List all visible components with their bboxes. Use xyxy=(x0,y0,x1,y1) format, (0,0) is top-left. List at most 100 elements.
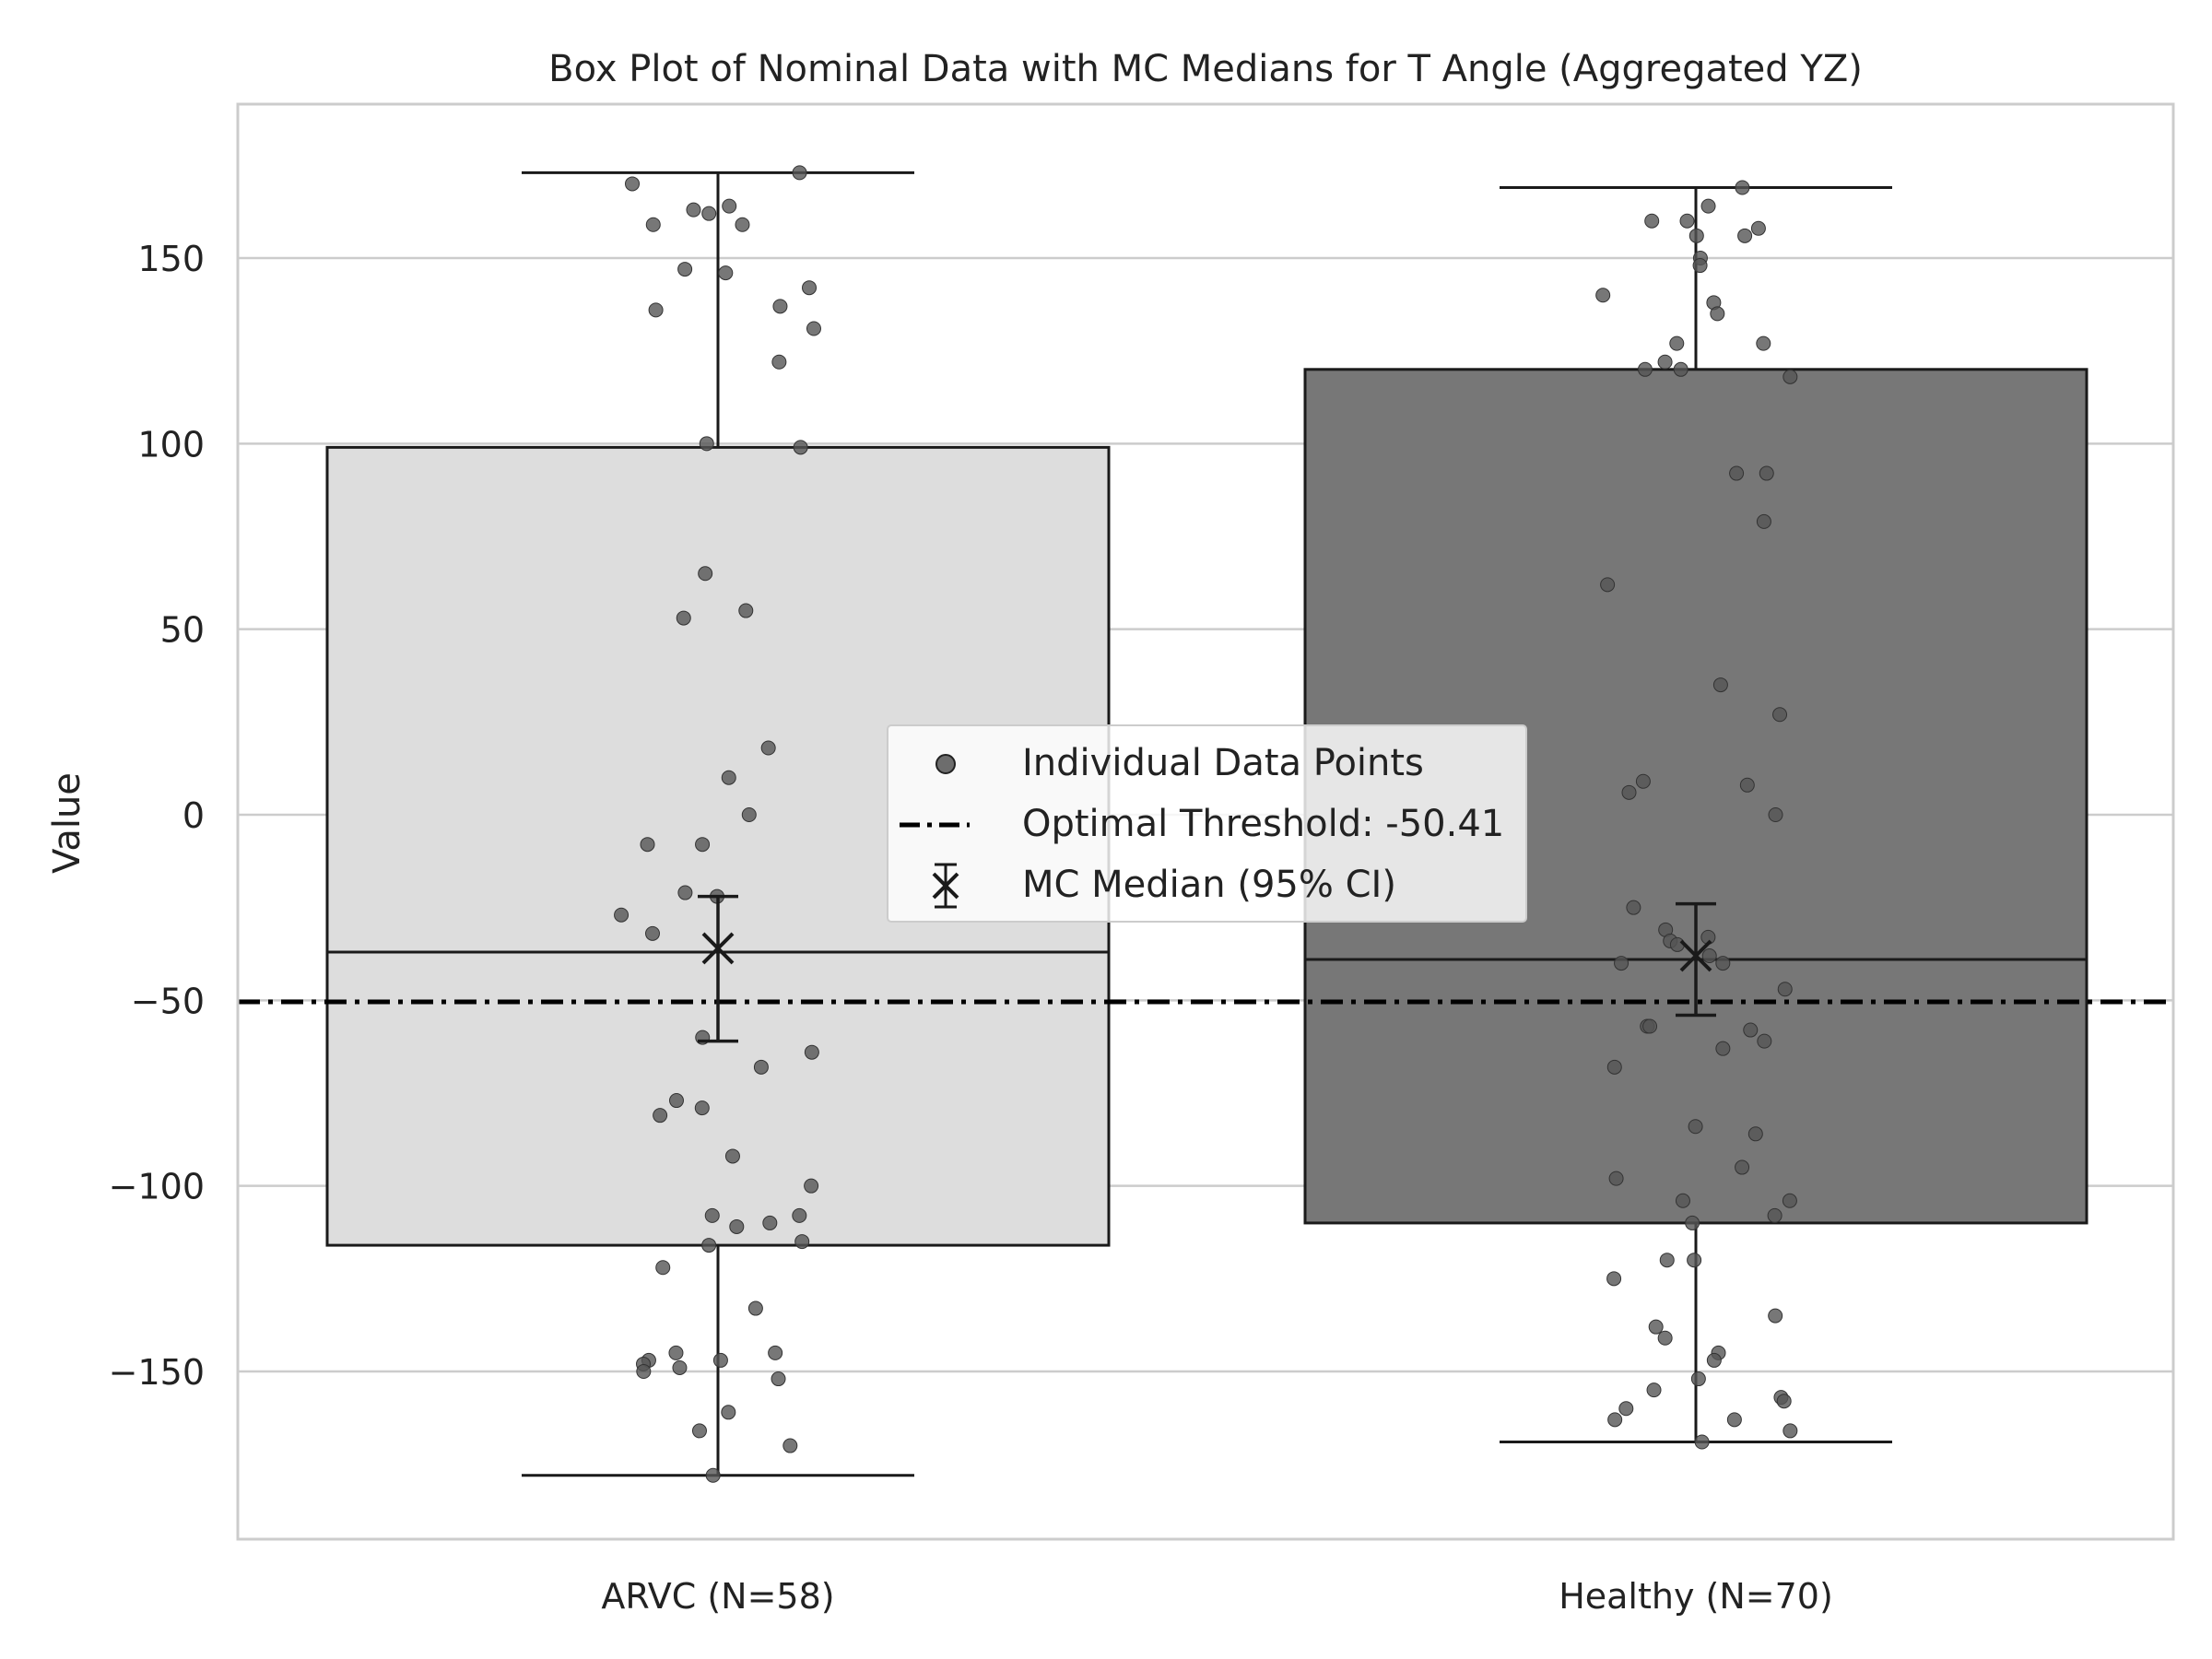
data-point xyxy=(804,1044,819,1060)
data-point xyxy=(1712,677,1728,693)
data-point xyxy=(718,265,734,281)
data-point xyxy=(668,1093,684,1109)
data-point xyxy=(753,1059,769,1075)
data-point xyxy=(705,1467,721,1483)
data-point xyxy=(1688,1119,1703,1135)
data-point xyxy=(1776,1394,1792,1409)
data-point xyxy=(668,1345,684,1360)
data-point xyxy=(645,217,661,232)
data-point xyxy=(1737,228,1753,243)
data-point xyxy=(614,907,629,923)
data-point xyxy=(701,1238,717,1253)
data-point xyxy=(1635,773,1651,789)
data-point xyxy=(1637,361,1653,377)
data-point xyxy=(676,610,691,626)
points-legend-marker xyxy=(935,754,956,774)
data-point xyxy=(677,262,693,277)
mc-median-legend-marker xyxy=(932,863,959,909)
data-point xyxy=(792,1207,807,1223)
data-point xyxy=(636,1364,652,1379)
data-point xyxy=(1783,1423,1798,1439)
legend-label-threshold: Optimal Threshold: -50.41 xyxy=(1022,803,1505,845)
data-point xyxy=(1729,465,1745,481)
data-point xyxy=(722,198,737,214)
data-point xyxy=(695,837,711,853)
data-point xyxy=(1669,335,1685,351)
data-point xyxy=(794,1234,810,1250)
data-point xyxy=(1626,900,1641,915)
data-point xyxy=(677,885,693,900)
mc-layer xyxy=(698,894,1716,1043)
data-point xyxy=(1688,228,1704,243)
data-point xyxy=(802,280,818,296)
legend-item-mc-median: MC Median (95% CI) xyxy=(888,857,1525,912)
data-point xyxy=(1756,335,1771,351)
y-tick-label: −100 xyxy=(109,1167,205,1207)
data-point xyxy=(1750,220,1766,236)
data-point xyxy=(686,202,701,218)
data-point xyxy=(1756,513,1771,529)
tick-layer: 150 100 50 0 −50 −100 −150 ARVC (N=58) Healthy (… xyxy=(109,239,1833,1617)
data-point xyxy=(1768,807,1783,822)
threshold-legend-line xyxy=(900,822,970,828)
data-point xyxy=(1657,354,1673,370)
data-point xyxy=(653,1108,668,1124)
data-point xyxy=(1747,1126,1763,1142)
legend-item-threshold: Optimal Threshold: -50.41 xyxy=(888,796,1525,852)
data-point xyxy=(704,1207,720,1223)
y-tick-label: 50 xyxy=(160,610,205,651)
data-point xyxy=(721,770,736,785)
data-point xyxy=(1726,1412,1742,1428)
data-point xyxy=(1595,288,1611,303)
data-point xyxy=(1646,1382,1662,1398)
data-point xyxy=(1715,956,1731,971)
data-point xyxy=(1648,1319,1664,1335)
data-point xyxy=(747,1300,763,1316)
chart-title: Box Plot of Nominal Data with MC Medians… xyxy=(548,48,1863,90)
y-tick-label: −150 xyxy=(109,1352,205,1393)
data-point xyxy=(655,1260,671,1276)
data-point xyxy=(1687,1253,1702,1268)
data-point xyxy=(1768,1308,1783,1324)
data-point xyxy=(1606,1271,1622,1287)
data-point xyxy=(1600,577,1616,593)
y-tick-label: 150 xyxy=(137,239,205,279)
data-point xyxy=(1607,1412,1623,1428)
mc-median-marker xyxy=(1679,939,1712,972)
data-point xyxy=(1657,1330,1673,1346)
data-point xyxy=(1675,1193,1690,1208)
data-point xyxy=(699,436,714,452)
data-point xyxy=(772,299,788,314)
data-point xyxy=(735,217,750,232)
data-point xyxy=(1782,1193,1797,1208)
data-point xyxy=(698,566,713,582)
data-point xyxy=(1621,784,1637,800)
data-point xyxy=(625,176,641,192)
data-point xyxy=(672,1359,688,1375)
data-point xyxy=(1715,1041,1731,1056)
data-point xyxy=(729,1218,745,1234)
data-point xyxy=(1701,948,1717,964)
y-tick-label: 0 xyxy=(182,795,205,836)
data-point xyxy=(640,837,655,853)
plot-frame xyxy=(236,102,2175,1541)
data-point xyxy=(1735,180,1750,195)
data-point xyxy=(1735,1159,1750,1175)
point-layer xyxy=(614,165,1798,1483)
data-point xyxy=(1743,1022,1759,1038)
data-point xyxy=(762,1215,778,1230)
data-point xyxy=(1679,213,1695,229)
data-point xyxy=(771,1371,786,1387)
data-point xyxy=(1618,1401,1634,1417)
data-point xyxy=(1772,707,1788,723)
y-axis-label: Value xyxy=(46,772,88,874)
data-point xyxy=(1710,306,1725,322)
data-point xyxy=(1673,361,1688,377)
data-point xyxy=(771,354,787,370)
data-point xyxy=(1767,1207,1783,1223)
legend-label-points: Individual Data Points xyxy=(1022,742,1424,784)
data-point xyxy=(806,321,821,336)
data-point xyxy=(1692,258,1708,274)
y-tick-label: −50 xyxy=(131,981,205,1021)
data-point xyxy=(724,1148,740,1164)
